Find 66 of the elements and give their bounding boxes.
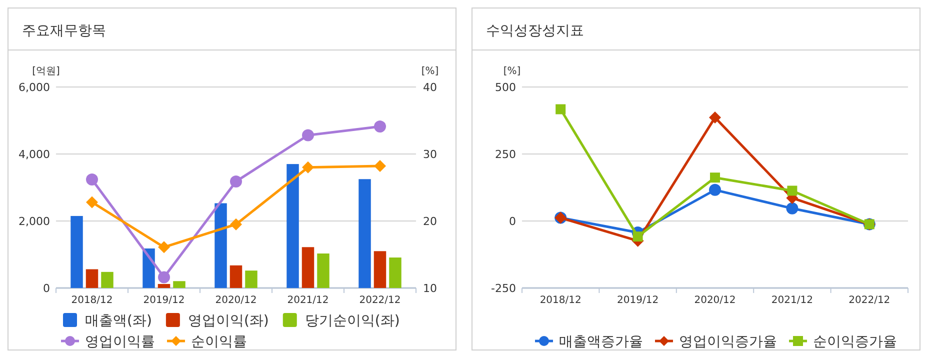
bar [245,270,258,288]
point [158,271,170,284]
point [709,112,721,124]
y2-axis-title: [%] [421,66,439,77]
bar [86,269,98,288]
y-axis-title: [억원] [32,66,60,77]
y-axis-title: [%] [503,66,521,77]
y-tick-label: 6,000 [18,81,50,94]
legend-label: 당기순이익(좌) [304,313,400,329]
point [709,184,721,196]
x-tick-label: 2022/12 [848,295,890,306]
bar [374,251,386,288]
legend-label: 영업이익증가율 [679,334,777,350]
x-tick-label: 2021/12 [287,295,329,306]
point [86,196,98,208]
bar [70,216,83,288]
legend-label: 순이익률 [191,334,247,350]
bar [101,272,114,288]
x-tick-label: 2021/12 [771,295,813,306]
point [786,202,798,214]
y-tick-label: 2,000 [18,215,50,228]
legend-label: 영업이익률 [85,334,155,350]
x-tick-label: 2020/12 [694,295,736,306]
x-tick-label: 2018/12 [71,295,113,306]
point [302,161,314,174]
y-tick-label: 0 [509,215,516,228]
y2-tick-label: 30 [423,148,437,161]
bar [317,253,330,288]
y-tick-label: 4,000 [18,148,50,161]
y2-tick-label: 10 [423,282,437,295]
point [787,186,798,196]
point [86,173,98,186]
y-tick-label: -250 [491,282,516,295]
point [230,175,242,188]
point [374,160,386,172]
bar [302,247,314,288]
point [632,232,643,242]
legend-label: 매출액증가율 [559,334,643,350]
chart-title: 수익성장성지표 [486,23,584,39]
point [710,172,720,183]
x-tick-label: 2022/12 [359,295,401,306]
bar [286,164,299,288]
bar [358,179,371,288]
point [302,129,314,142]
bar [173,281,186,288]
y-tick-label: 250 [495,148,516,161]
legend-label: 영업이익(좌) [188,313,269,329]
point [158,241,170,254]
legend-label: 순이익증가율 [813,334,897,350]
x-tick-label: 2020/12 [215,295,257,306]
x-tick-label: 2019/12 [143,295,185,306]
legend-label: 매출액(좌) [85,313,152,329]
bar [214,203,227,288]
x-tick-label: 2018/12 [540,295,582,306]
x-tick-label: 2019/12 [617,295,659,306]
y-tick-label: 0 [43,282,50,295]
point [556,104,566,114]
point [374,120,386,133]
y2-tick-label: 20 [423,215,437,228]
bar [389,258,402,288]
bar [158,284,170,288]
bar [230,265,242,288]
point [230,218,242,230]
chart-title: 주요재무항목 [22,23,106,39]
y-tick-label: 500 [495,81,516,94]
y2-tick-label: 40 [423,81,437,94]
